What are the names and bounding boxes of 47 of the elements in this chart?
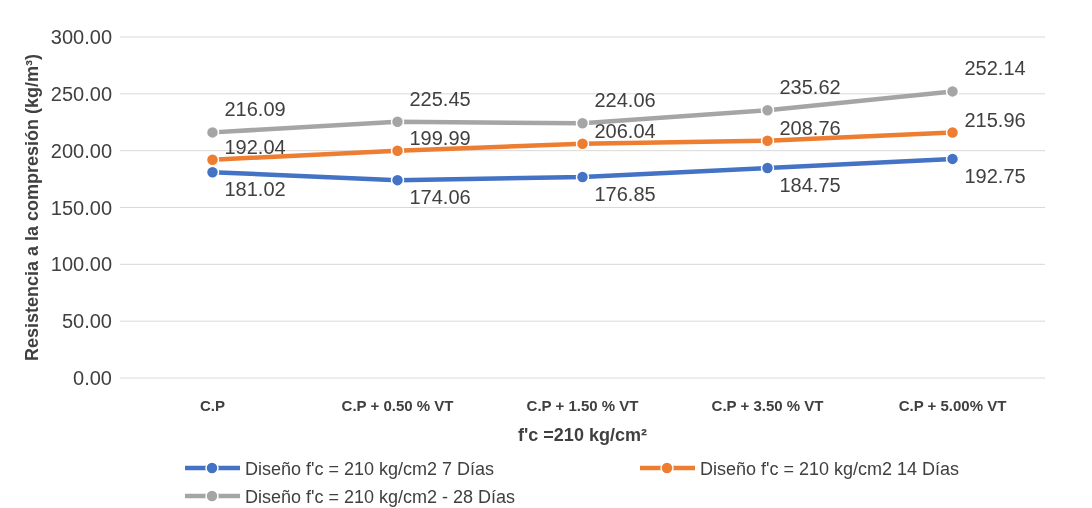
data-label: 235.62 [779,76,841,99]
y-tick-label: 150.00 [50,196,112,219]
data-label: 215.96 [964,108,1026,131]
data-label: 252.14 [964,57,1026,80]
point [760,161,775,175]
x-tick-label: C.P + 1.50 % VT [526,397,639,414]
data-label: 174.06 [409,186,471,209]
point [575,116,590,131]
point [205,152,220,167]
point [760,133,775,148]
x-tick-label: C.P + 5.00% VT [898,397,1007,414]
data-label: 206.04 [594,119,656,142]
data-label: 216.09 [224,98,286,121]
point [945,84,960,99]
data-label: 192.75 [964,164,1026,187]
data-label: 224.06 [594,89,656,112]
x-tick-label: C.P + 0.50 % VT [341,397,454,414]
point [945,152,960,166]
point [575,137,590,151]
data-label: 176.85 [594,182,656,205]
data-label: 181.02 [224,178,286,201]
legend-label: Diseño f'c = 210 kg/cm2 14 Días [700,459,960,479]
point [205,125,220,140]
legend-label: Diseño f'c = 210 kg/cm2 7 Días [245,459,495,479]
x-tick-label: C.P [199,397,226,414]
y-tick-label: 200.00 [50,139,112,162]
y-tick-label: 300.00 [50,26,112,48]
data-label: 192.04 [224,135,286,158]
y-tick-label: 0.00 [73,367,112,389]
y-tick-label: 250.00 [50,82,112,105]
point [390,114,405,129]
x-axis-title: f'c =210 kg/cm² [518,425,647,445]
data-label: 199.99 [409,126,471,149]
y-tick-label: 100.00 [50,253,112,276]
data-label: 184.75 [779,174,841,196]
x-tick-label: C.P + 3.50 % VT [711,397,824,414]
point [945,125,960,140]
point [575,170,590,184]
data-label: 225.45 [409,87,471,110]
point [760,103,775,117]
point [390,173,405,187]
legend-label: Diseño f'c = 210 kg/cm2 - 28 Días [245,487,516,507]
y-axis-title: Resistencia a la compresión (kg/m³) [22,53,42,362]
y-tick-label: 50.00 [61,310,112,333]
point [205,165,220,179]
point [390,143,405,158]
data-label: 208.76 [779,116,841,139]
